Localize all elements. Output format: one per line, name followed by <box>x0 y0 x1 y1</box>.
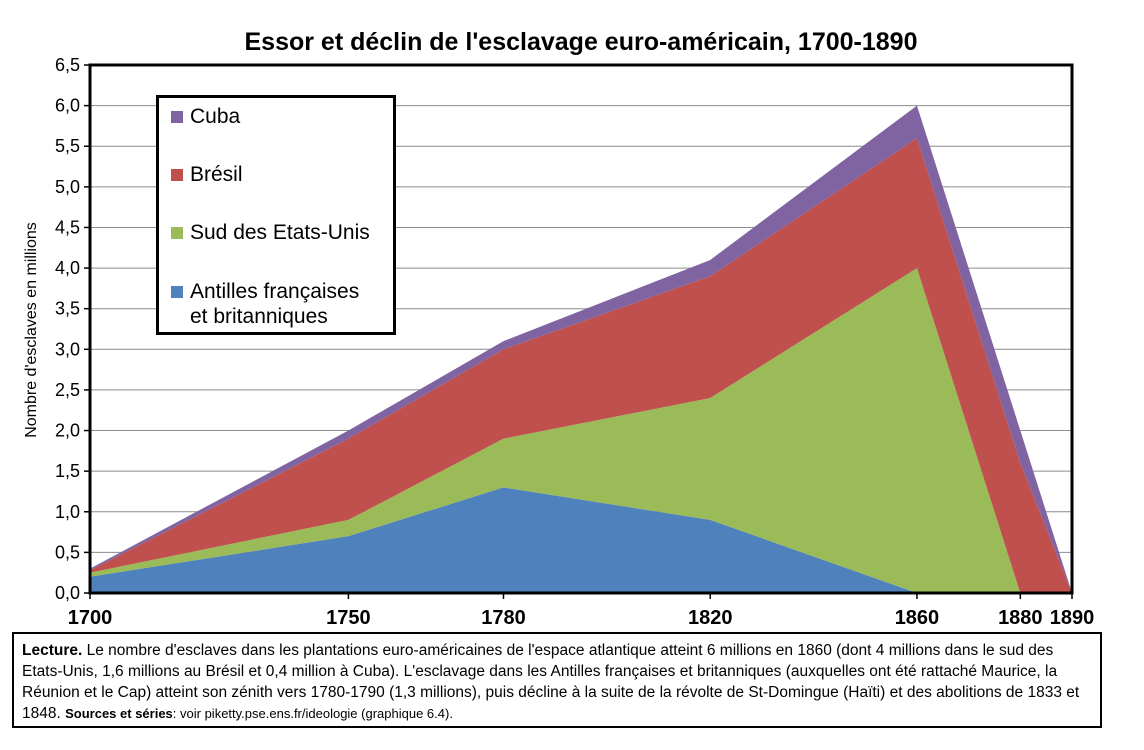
y-tick-label: 1,0 <box>55 502 80 522</box>
x-tick-label: 1890 <box>1050 607 1095 629</box>
note-sources-text: : voir piketty.pse.ens.fr/ideologie (gra… <box>172 706 453 721</box>
legend-item-bresil: Brésil <box>171 162 243 187</box>
legend-label-cuba: Cuba <box>190 105 241 128</box>
note-lecture-label: Lecture. <box>22 642 83 659</box>
area-series-1 <box>90 268 1072 593</box>
note-text: Le nombre d'esclaves dans les plantation… <box>22 642 1080 722</box>
legend-label-sud: Sud des Etats-Unis <box>190 221 370 244</box>
legend-item-antilles: Antilles françaises et britanniques <box>171 279 359 329</box>
legend-item-sud: Sud des Etats-Unis <box>171 220 370 245</box>
y-tick-label: 5,0 <box>55 177 80 197</box>
y-tick-label: 3,0 <box>55 339 80 359</box>
legend-swatch-antilles <box>171 286 183 298</box>
y-axis-ticks: 0,0 0,5 1,0 1,5 2,0 2,5 3,0 3,5 4,0 4,5 5,0 5,5 6,0 6… <box>55 55 90 603</box>
note-sources-label: Sources et séries <box>65 706 173 721</box>
legend-swatch-sud <box>171 227 183 239</box>
y-tick-label: 5,5 <box>55 136 80 156</box>
x-axis-ticks: 1700 1750 1780 1820 1860 1880 1890 <box>68 593 1095 629</box>
y-tick-label: 6,5 <box>55 55 80 75</box>
y-tick-label: 6,0 <box>55 96 80 116</box>
area-series-0 <box>90 487 1072 593</box>
area-chart: 0,0 0,5 1,0 1,5 2,0 2,5 3,0 3,5 4,0 4,5 5,0 5,5 6,0 6… <box>55 55 1095 629</box>
area-series-2 <box>90 138 1072 594</box>
stacked-areas <box>90 105 1072 594</box>
x-tick-label: 1860 <box>895 607 940 629</box>
y-tick-label: 0,5 <box>55 542 80 562</box>
legend-label-antilles: Antilles françaises et britanniques <box>190 279 359 329</box>
x-tick-label: 1780 <box>481 607 526 629</box>
legend: Cuba Brésil Sud des Etats-Unis Antilles … <box>156 95 396 335</box>
x-tick-label: 1880 <box>998 607 1043 629</box>
legend-swatch-bresil <box>171 169 183 181</box>
legend-swatch-cuba <box>171 111 183 123</box>
y-tick-label: 4,0 <box>55 258 80 278</box>
y-tick-label: 2,0 <box>55 421 80 441</box>
legend-item-cuba: Cuba <box>171 104 240 129</box>
legend-label-antilles-line2: et britanniques <box>190 305 328 328</box>
plot-frame <box>88 63 1074 595</box>
chart-title: Essor et déclin de l'esclavage euro-amér… <box>244 28 918 56</box>
y-tick-label: 4,5 <box>55 217 80 237</box>
y-tick-label: 0,0 <box>55 583 80 603</box>
legend-label-antilles-line1: Antilles françaises <box>190 280 360 303</box>
x-tick-label: 1700 <box>68 607 113 629</box>
reading-note: Lecture. Le nombre d'esclaves dans les p… <box>12 632 1102 728</box>
x-tick-label: 1750 <box>326 607 371 629</box>
y-tick-label: 2,5 <box>55 380 80 400</box>
y-tick-label: 3,5 <box>55 299 80 319</box>
y-tick-label: 1,5 <box>55 461 80 481</box>
legend-label-bresil: Brésil <box>190 163 243 186</box>
x-tick-label: 1820 <box>688 607 733 629</box>
